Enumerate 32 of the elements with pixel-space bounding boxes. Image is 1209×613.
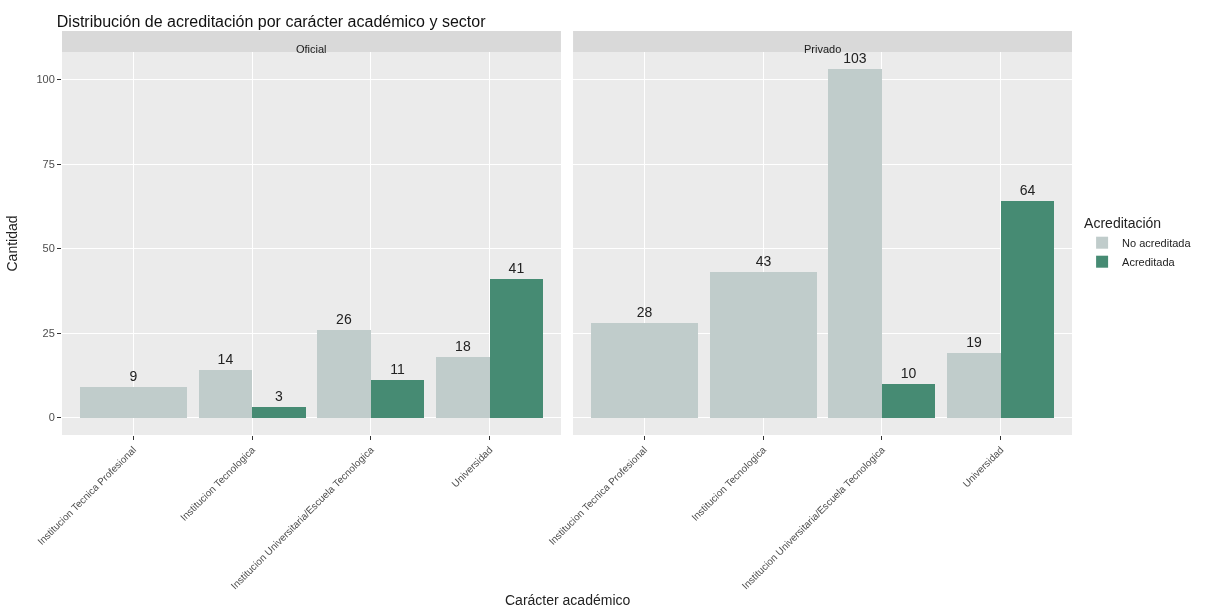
data-label: 43 <box>755 253 772 269</box>
y-tick-label: 25 <box>42 326 55 339</box>
y-tick-label: 0 <box>48 411 55 424</box>
data-label: 9 <box>129 368 138 384</box>
y-tick-label: 75 <box>42 157 55 170</box>
chart-subtitle: Oficial <box>296 43 327 55</box>
bar <box>317 330 371 418</box>
bar <box>252 407 306 418</box>
y-axis-title: Cantidad <box>4 215 21 272</box>
legend-title: Acreditación <box>1084 215 1162 232</box>
data-label: 41 <box>508 260 525 276</box>
y-tick-label: 100 <box>36 73 55 86</box>
legend-label: Acreditada <box>1122 255 1176 268</box>
data-label: 11 <box>390 361 405 377</box>
bar <box>199 370 252 418</box>
bar <box>436 357 490 418</box>
data-label: 3 <box>275 388 283 404</box>
bar <box>490 279 543 418</box>
data-label: 14 <box>217 351 234 367</box>
data-label: 18 <box>455 338 471 354</box>
legend-label: No acreditada <box>1122 236 1192 249</box>
data-label: 103 <box>843 50 867 66</box>
data-label: 28 <box>636 304 653 320</box>
data-label: 26 <box>336 311 352 327</box>
chart-title: Distribución de acreditación por carácter académico y sector <box>56 12 487 30</box>
data-label: 19 <box>966 334 982 350</box>
data-label: 64 <box>1019 182 1036 198</box>
data-label: 10 <box>900 365 917 381</box>
chart-subtitle: Privado <box>804 43 842 55</box>
y-tick-label: 50 <box>42 242 55 255</box>
x-axis-title: Carácter académico <box>505 592 631 608</box>
bar <box>371 380 424 418</box>
